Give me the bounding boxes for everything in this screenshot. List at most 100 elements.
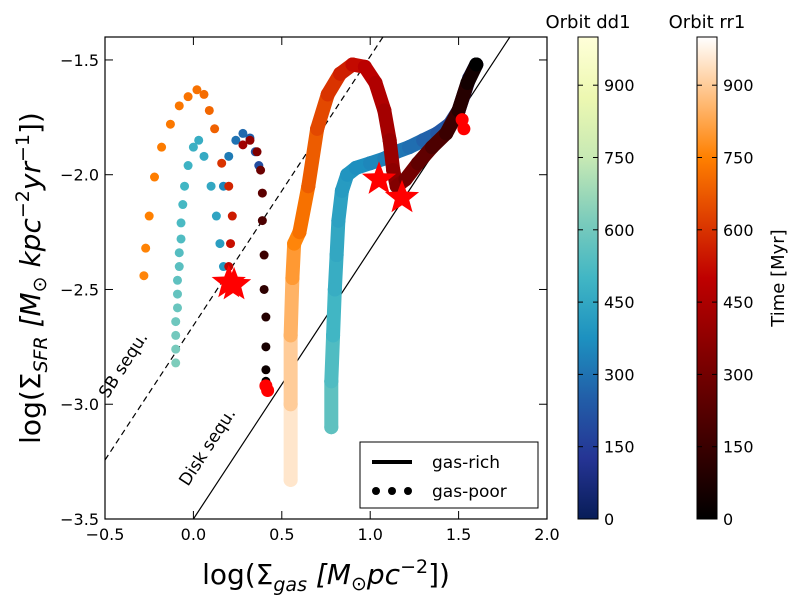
label-part: yr (14, 161, 47, 192)
dot (174, 262, 184, 272)
colorbar-title: Orbit rr1 (669, 12, 746, 33)
label-part: [M (307, 558, 351, 591)
dot (183, 161, 193, 171)
track-segment (292, 179, 316, 240)
dot (176, 218, 186, 228)
label-part: SFR (30, 336, 52, 372)
dot (261, 365, 271, 375)
dot (174, 101, 184, 111)
track-point (287, 236, 302, 251)
dot (172, 275, 182, 285)
track-point (283, 397, 298, 412)
dot (171, 344, 181, 354)
dot (224, 151, 234, 161)
label-part: ]) (14, 112, 47, 134)
track-point (425, 140, 440, 155)
y-tick-label: −3.5 (60, 510, 99, 529)
colorbar-tick-label: 600 (604, 221, 635, 240)
star (216, 266, 252, 300)
dot (141, 243, 151, 253)
track-point (333, 66, 348, 81)
label-part: ]) (428, 558, 450, 591)
track-segment (301, 121, 325, 194)
dot (144, 211, 154, 221)
axes-frame (104, 36, 548, 520)
dot (261, 342, 271, 352)
colorbar-tick-label: 300 (604, 365, 635, 384)
reference-line (105, 37, 384, 461)
track-point (410, 156, 425, 171)
x-tick-label: 1.5 (446, 525, 471, 544)
y-tick-label: −3.0 (60, 395, 99, 414)
track-point (310, 121, 325, 136)
colorbar-tick-label: 0 (604, 510, 614, 529)
track-point (334, 183, 349, 198)
dot (194, 135, 204, 145)
x-tick-label: 1.0 (357, 525, 382, 544)
dot (226, 239, 236, 249)
colorbar-tick-label: 900 (604, 76, 635, 95)
track-point (349, 160, 364, 175)
dot (199, 89, 209, 99)
colorbar-tick-label: 450 (723, 293, 754, 312)
track-point (283, 472, 298, 487)
x-axis-label: log(Σgas [M⊙pc−2]) (202, 556, 450, 596)
y-tick-label: −2.5 (60, 280, 99, 299)
dot (256, 165, 266, 175)
track-segment (326, 282, 342, 343)
track-point (357, 59, 372, 74)
track-segment (324, 328, 341, 389)
colorbar-tick-label: 750 (723, 149, 754, 168)
dot (171, 330, 181, 340)
dot (192, 85, 202, 95)
dot (211, 211, 221, 221)
track-point (327, 282, 342, 297)
legend: gas-rich gas-poor (359, 441, 539, 509)
star (361, 161, 397, 194)
colorbar-tick-label: 150 (604, 438, 635, 457)
dot (180, 181, 190, 191)
plot-area (105, 37, 511, 519)
legend-box (359, 441, 539, 509)
track-point (382, 133, 397, 148)
track-point (329, 248, 344, 263)
dot (204, 105, 214, 115)
label-part: pc (366, 558, 401, 591)
y-tick-label: −1.5 (60, 51, 99, 70)
y-tick-label: −2.0 (60, 166, 99, 185)
x-tick-label: −0.5 (86, 525, 125, 544)
dot (172, 289, 182, 299)
label-part: −2 (400, 556, 428, 578)
dot (183, 92, 193, 102)
colorbar-title: Orbit dd1 (545, 12, 630, 33)
legend-label: gas-poor (432, 482, 507, 502)
x-tick-label: 0.5 (269, 525, 294, 544)
dot (257, 188, 267, 198)
legend-label: gas-rich (432, 453, 500, 473)
dot (157, 142, 167, 152)
track-point (301, 179, 316, 194)
dot (227, 211, 237, 221)
track-point (331, 213, 346, 228)
legend-dot (388, 487, 396, 495)
label-part: kpc (14, 218, 47, 277)
dot (172, 303, 182, 313)
label-part: log(Σ (202, 558, 273, 591)
label-part: [M (14, 292, 47, 336)
colorbar-label: Time [Myr] (768, 229, 789, 327)
dot (252, 147, 262, 157)
track-point (439, 126, 454, 141)
track-point (460, 75, 475, 90)
x-tick-label: 0.0 (181, 525, 206, 544)
dot (210, 124, 220, 134)
track-point (285, 271, 300, 285)
dot (171, 358, 181, 368)
reference-label: Disk sequ. (175, 405, 240, 490)
dot (231, 135, 241, 145)
dot (224, 181, 234, 191)
dot (206, 181, 216, 191)
dot (261, 312, 271, 322)
label-part: ⊙ (29, 276, 51, 292)
label-part: ⊙ (351, 573, 367, 595)
colorbar-tick-label: 900 (723, 76, 754, 95)
